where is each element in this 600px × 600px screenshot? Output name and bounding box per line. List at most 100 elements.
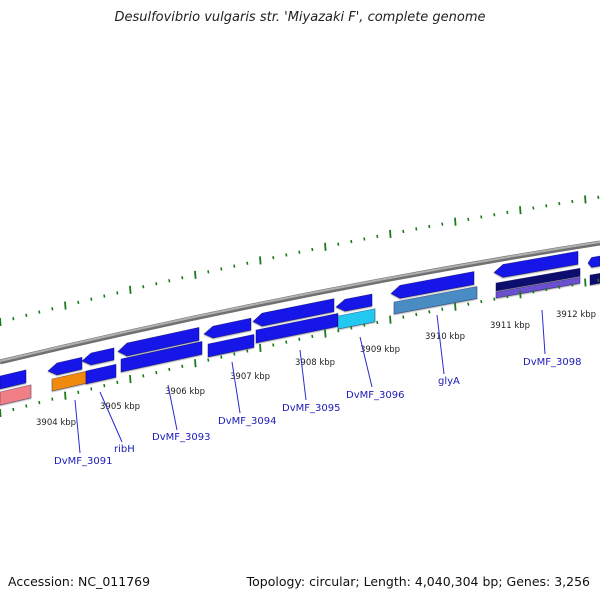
track-tick [402,229,405,234]
gene-feature[interactable] [390,271,475,299]
gene-feature[interactable] [495,267,581,292]
track-tick [545,287,548,292]
track-tick [389,229,392,238]
track-tick [90,297,93,301]
track-tick [12,316,15,321]
track-tick [285,253,288,257]
track-tick [298,250,301,254]
track-tick [571,283,574,287]
track-tick [51,397,54,401]
track-tick [311,247,314,252]
track-tick [298,337,301,341]
track-tick [558,201,561,206]
track-tick [207,270,210,274]
tick-label: 3907 kbp [230,372,270,382]
track-tick [584,278,587,287]
gene-label[interactable]: DvMF_3095 [282,403,340,414]
track-tick [90,387,93,391]
track-tick [38,310,41,314]
inner-dotted-track [0,278,600,418]
gene-label[interactable]: glyA [438,376,460,387]
track-tick [324,242,327,251]
track-tick [441,222,444,226]
track-tick [415,312,418,317]
track-tick [415,227,418,231]
track-tick [376,320,379,325]
gene-label[interactable]: DvMF_3093 [152,432,210,443]
track-tick [428,310,431,314]
track-tick [454,217,457,226]
gene-feature[interactable] [587,255,600,268]
track-tick [142,285,145,289]
scale-ticks: 3904 kbp 3905 kbp 3906 kbp 3907 kbp 3908… [36,310,596,428]
tick-label: 3905 kbp [100,402,140,412]
track-tick [12,407,15,412]
gene-feature[interactable] [117,327,200,357]
gene-feature[interactable] [81,347,115,366]
track-tick [454,302,457,311]
track-tick [519,290,522,299]
track-tick [246,349,249,353]
gene-label[interactable]: ribH [114,444,135,455]
track-tick [233,352,236,356]
track-tick [532,206,535,210]
gene-feature[interactable] [393,286,478,315]
gene-label[interactable]: DvMF_3098 [523,357,581,368]
tick-label: 3911 kbp [490,321,530,331]
track-tick [103,383,106,388]
gene-feature[interactable] [85,363,117,385]
genome-backbone [0,240,600,365]
gene-label[interactable]: DvMF_3091 [54,456,112,467]
tick-label: 3904 kbp [36,418,76,428]
tick-label: 3910 kbp [425,332,465,342]
track-tick [389,315,392,324]
gene-feature[interactable] [47,356,83,376]
gene-label[interactable]: DvMF_3094 [218,416,276,427]
gene-feature[interactable] [252,298,335,327]
track-tick [285,340,288,344]
track-tick [376,234,379,239]
track-tick [168,367,171,372]
gene-feature[interactable] [207,333,255,358]
gene-feature[interactable] [337,308,376,330]
track-tick [428,224,431,229]
track-tick [506,295,509,299]
track-tick [324,329,327,338]
track-tick [558,285,561,289]
track-tick [337,329,340,333]
gene-feature[interactable] [203,317,252,339]
track-tick [259,343,262,353]
track-tick [220,355,223,359]
gene-feature[interactable] [493,250,579,278]
track-tick [38,400,41,405]
track-tick [363,237,366,241]
accession-text: Accession: NC_011769 [8,574,151,589]
track-tick [233,264,236,268]
track-tick [350,326,353,330]
track-tick [142,374,145,378]
track-tick [532,290,535,294]
track-tick [506,210,509,215]
gene-feature[interactable] [495,276,581,299]
track-tick [272,343,275,347]
gene-feature[interactable] [0,384,32,406]
track-tick [545,204,548,208]
track-tick [493,213,496,217]
track-tick [584,195,587,204]
tick-label: 3906 kbp [165,387,205,397]
gene-feature[interactable] [589,273,600,286]
track-tick [571,199,574,204]
track-tick [155,282,158,286]
track-tick [194,270,197,279]
tick-label: 3908 kbp [295,358,335,368]
gene-feature[interactable] [120,341,203,373]
gene-feature[interactable] [335,293,373,312]
genome-summary-text: Topology: circular; Length: 4,040,304 bp… [246,574,590,589]
track-tick [77,300,80,305]
gene-feature[interactable] [0,369,27,390]
gene-label[interactable]: DvMF_3096 [346,390,404,401]
track-tick [116,291,119,295]
track-tick [259,256,262,265]
track-tick [207,358,210,362]
